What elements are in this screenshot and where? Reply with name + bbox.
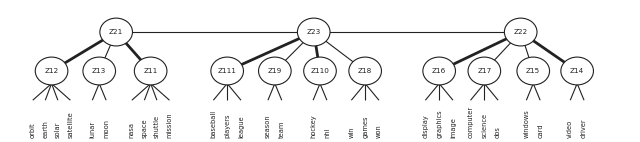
Text: shuttle: shuttle [154,115,160,138]
Text: satellite: satellite [67,111,74,138]
Text: video: video [567,120,573,138]
Ellipse shape [304,57,336,85]
Ellipse shape [100,18,132,46]
Text: Z17: Z17 [477,68,492,74]
Ellipse shape [468,57,500,85]
Text: Z12: Z12 [44,68,59,74]
Ellipse shape [517,57,550,85]
Text: Z110: Z110 [310,68,330,74]
Text: team: team [279,120,285,138]
Ellipse shape [349,57,381,85]
Text: Z18: Z18 [358,68,372,74]
Text: moon: moon [103,119,109,138]
Text: lunar: lunar [90,121,95,138]
Text: nasa: nasa [129,122,135,138]
Text: Z23: Z23 [307,29,321,35]
Text: season: season [265,114,271,138]
Text: card: card [537,123,543,138]
Text: orbit: orbit [29,122,36,138]
Ellipse shape [211,57,243,85]
Ellipse shape [259,57,291,85]
Text: Z111: Z111 [218,68,237,74]
Ellipse shape [561,57,593,85]
Ellipse shape [423,57,456,85]
Text: space: space [141,118,147,138]
Ellipse shape [504,18,537,46]
Text: earth: earth [42,120,48,138]
Text: windows: windows [524,109,529,138]
Text: baseball: baseball [211,110,216,138]
Ellipse shape [134,57,167,85]
Text: won: won [376,124,382,138]
Text: Z13: Z13 [92,68,106,74]
Text: league: league [238,115,244,138]
Text: Z14: Z14 [570,68,584,74]
Text: solar: solar [55,121,61,138]
Text: games: games [362,115,368,138]
Ellipse shape [298,18,330,46]
Text: players: players [224,113,230,138]
Text: Z19: Z19 [268,68,282,74]
Text: dos: dos [495,126,501,138]
Text: Z16: Z16 [432,68,446,74]
Text: image: image [450,117,456,138]
Text: Z21: Z21 [109,29,124,35]
Ellipse shape [83,57,116,85]
Text: computer: computer [468,106,474,138]
Text: science: science [481,113,487,138]
Text: Z11: Z11 [143,68,158,74]
Ellipse shape [35,57,68,85]
Text: display: display [422,114,428,138]
Text: win: win [348,126,355,138]
Text: mission: mission [166,112,172,138]
Text: graphics: graphics [436,109,442,138]
Text: Z15: Z15 [526,68,540,74]
Text: hockey: hockey [310,114,316,138]
Text: Z22: Z22 [513,29,528,35]
Text: nhl: nhl [324,127,330,138]
Text: driver: driver [581,118,587,138]
